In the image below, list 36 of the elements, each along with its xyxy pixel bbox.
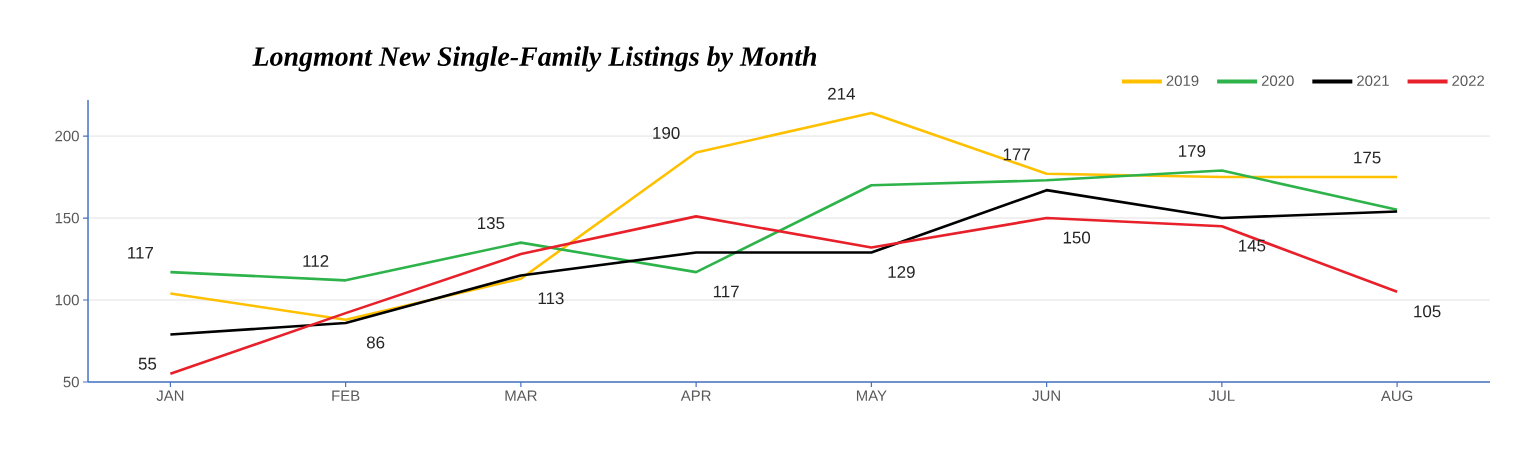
legend-label: 2022	[1452, 75, 1485, 86]
data-label: 105	[1414, 305, 1441, 318]
data-label: 117	[128, 246, 154, 259]
data-label: 113	[538, 292, 564, 305]
x-tick-label: MAY	[856, 390, 887, 401]
data-label: 150	[1063, 231, 1091, 244]
x-tick-label: MAR	[505, 390, 537, 401]
data-label: 179	[1179, 144, 1206, 157]
line-series	[169, 188, 1399, 336]
x-tick-label: FEB	[332, 390, 360, 401]
data-label: 145	[1239, 239, 1266, 252]
x-tick-label: JUN	[1032, 390, 1060, 401]
line-series	[169, 215, 1399, 376]
data-label: 175	[1354, 151, 1381, 164]
data-label: 129	[888, 265, 915, 278]
line-series	[169, 169, 1399, 282]
data-label: 135	[478, 217, 505, 230]
data-label: 117	[713, 285, 739, 298]
x-tick-label: AUG	[1380, 390, 1413, 402]
chart-title: Longmont New Single-Family Listings by Month	[252, 46, 817, 72]
y-tick-label: 200	[55, 130, 79, 142]
y-tick-label: 150	[55, 212, 79, 224]
data-label: 112	[303, 254, 329, 267]
legend-label: 2020	[1261, 75, 1294, 86]
x-tick-label: JAN	[156, 390, 184, 401]
x-tick-label: JUL	[1208, 390, 1235, 401]
data-label: 214	[828, 87, 855, 100]
data-label: 55	[138, 357, 157, 370]
y-tick-label: 50	[63, 376, 79, 388]
data-label: 190	[653, 126, 680, 139]
legend-label: 2021	[1357, 75, 1389, 86]
x-tick-label: APR	[680, 390, 711, 401]
data-label: 177	[1003, 148, 1030, 161]
y-tick-label: 100	[55, 294, 79, 306]
legend-label: 2019	[1166, 75, 1199, 86]
data-label: 86	[366, 336, 385, 349]
